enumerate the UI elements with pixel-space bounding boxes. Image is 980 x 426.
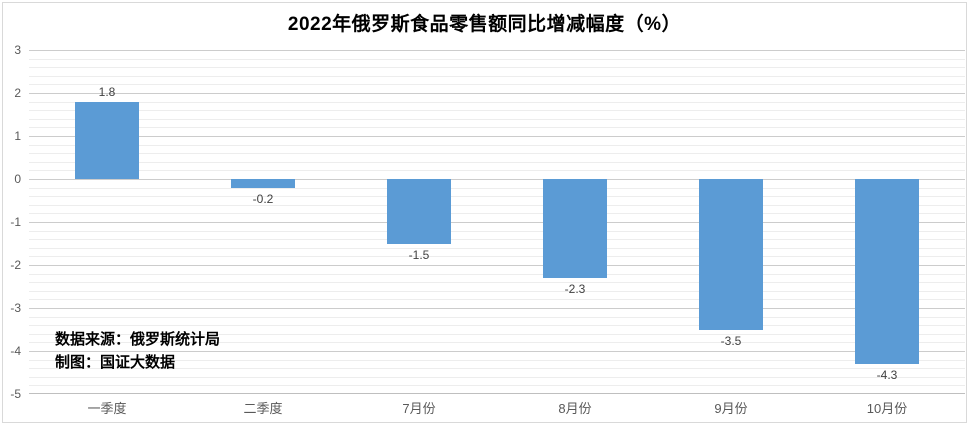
x-axis-category-label: 一季度 [87,401,127,416]
y-axis-tick-label: 2 [14,86,21,100]
major-gridline [29,93,965,94]
minor-gridline [29,290,965,292]
y-axis-tick-label: -4 [10,344,21,358]
minor-gridline [29,75,965,77]
minor-gridline [29,58,965,60]
minor-gridline [29,230,965,232]
major-gridline [29,136,965,137]
y-axis-tick-label: 3 [14,43,21,57]
minor-gridline [29,84,965,86]
minor-gridline [29,325,965,327]
y-axis-tick-label: -3 [10,301,21,315]
minor-gridline [29,127,965,129]
minor-gridline [29,144,965,146]
y-axis-tick-label: -5 [10,387,21,401]
minor-gridline [29,110,965,112]
minor-gridline [29,299,965,301]
minor-gridline [29,187,965,189]
minor-gridline [29,67,965,69]
data-label: -1.5 [408,247,430,262]
minor-gridline [29,333,965,335]
minor-gridline [29,256,965,258]
minor-gridline [29,316,965,318]
data-label: -0.2 [252,191,274,206]
minor-gridline [29,359,965,361]
minor-gridline [29,282,965,284]
minor-gridline [29,273,965,275]
minor-gridline [29,342,965,344]
plot-area: 1.8 -0.2 -1.5 -2.3 -3.5 -4.3 [29,50,965,394]
chart-frame [2,2,967,423]
bar-7月份 [387,179,451,244]
x-axis-category-label: 二季度 [243,401,283,416]
major-gridline [29,50,965,51]
minor-gridline [29,153,965,155]
y-axis-tick-label: -2 [10,258,21,272]
major-gridline [29,265,965,266]
y-axis-tick-label: 0 [14,172,21,186]
bar-一季度 [75,101,139,179]
y-axis-tick-label: 1 [14,129,21,143]
minor-gridline [29,385,965,387]
chart-title: 2022年俄罗斯食品零售额同比增减幅度（%） [287,14,682,35]
major-gridline [29,351,965,352]
major-gridline [29,308,965,309]
source-line-2: 制图：国证大数据 [55,354,176,371]
x-axis-category-label: 7月份 [402,401,436,416]
minor-gridline [29,213,965,215]
x-axis-category-label: 9月份 [714,401,748,416]
data-label: -2.3 [564,281,586,296]
x-axis-category-label: 10月份 [866,401,908,416]
minor-gridline [29,118,965,120]
data-label: 1.8 [98,84,116,99]
minor-gridline [29,368,965,370]
minor-gridline [29,204,965,206]
minor-gridline [29,170,965,172]
source-line-1: 数据来源：俄罗斯统计局 [55,331,221,348]
bar-二季度 [231,179,295,188]
minor-gridline [29,239,965,241]
bar-10月份 [855,179,919,364]
minor-gridline [29,101,965,103]
minor-gridline [29,247,965,249]
source-annotation: 数据来源：俄罗斯统计局 制图：国证大数据 [55,328,220,374]
minor-gridline [29,196,965,198]
data-label: -3.5 [720,333,742,348]
data-label: -4.3 [876,367,898,382]
minor-gridline [29,376,965,378]
x-axis-category-label: 8月份 [558,401,592,416]
major-gridline [29,179,965,180]
bar-8月份 [543,179,607,278]
bar-9月份 [699,179,763,330]
y-axis-tick-label: -1 [10,215,21,229]
major-gridline [29,222,965,223]
minor-gridline [29,161,965,163]
